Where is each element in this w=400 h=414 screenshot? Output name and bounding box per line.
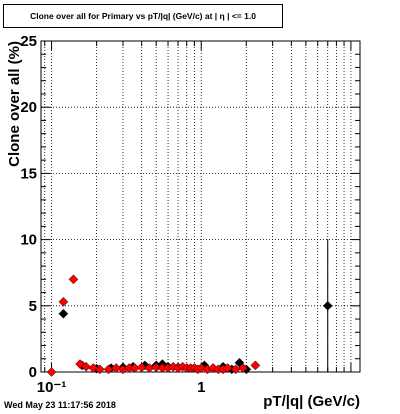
series-1 [46,274,261,377]
y-tick-label: 20 [20,99,37,116]
plot-frame [40,40,361,373]
y-tick-label: 10 [20,232,37,249]
data-point [94,364,105,375]
chart-title: Clone over all for Primary vs pT/|q| (Ge… [30,11,256,21]
x-tick-label: 10⁻¹ [37,379,67,396]
data-point [250,360,261,371]
data-point [58,308,69,319]
y-tick-label: 25 [20,33,37,50]
data-point [238,363,248,373]
data-point [111,363,121,373]
y-tick-label: 0 [29,364,37,381]
axis-ticks [41,40,360,373]
data-point [196,363,207,373]
data-point [322,300,333,311]
data-point [46,367,57,377]
x-tick-label: 1 [197,379,205,396]
y-axis-label: Clone over all (%) [6,41,23,167]
data-point [68,274,79,285]
data-point [81,361,91,372]
chart-title-box: Clone over all for Primary vs pT/|q| (Ge… [3,4,283,28]
y-tick-label: 15 [20,165,37,182]
data-point [151,362,162,373]
data-point [58,296,69,307]
data-series [46,239,333,377]
data-point [222,363,233,373]
y-tick-label: 5 [29,298,37,315]
data-point [88,363,99,373]
timestamp-footer: Wed May 23 11:17:56 2018 [4,400,116,410]
grid [41,41,360,372]
x-axis-label: pT/|q| (GeV/c) [263,393,360,410]
data-point [136,362,147,373]
